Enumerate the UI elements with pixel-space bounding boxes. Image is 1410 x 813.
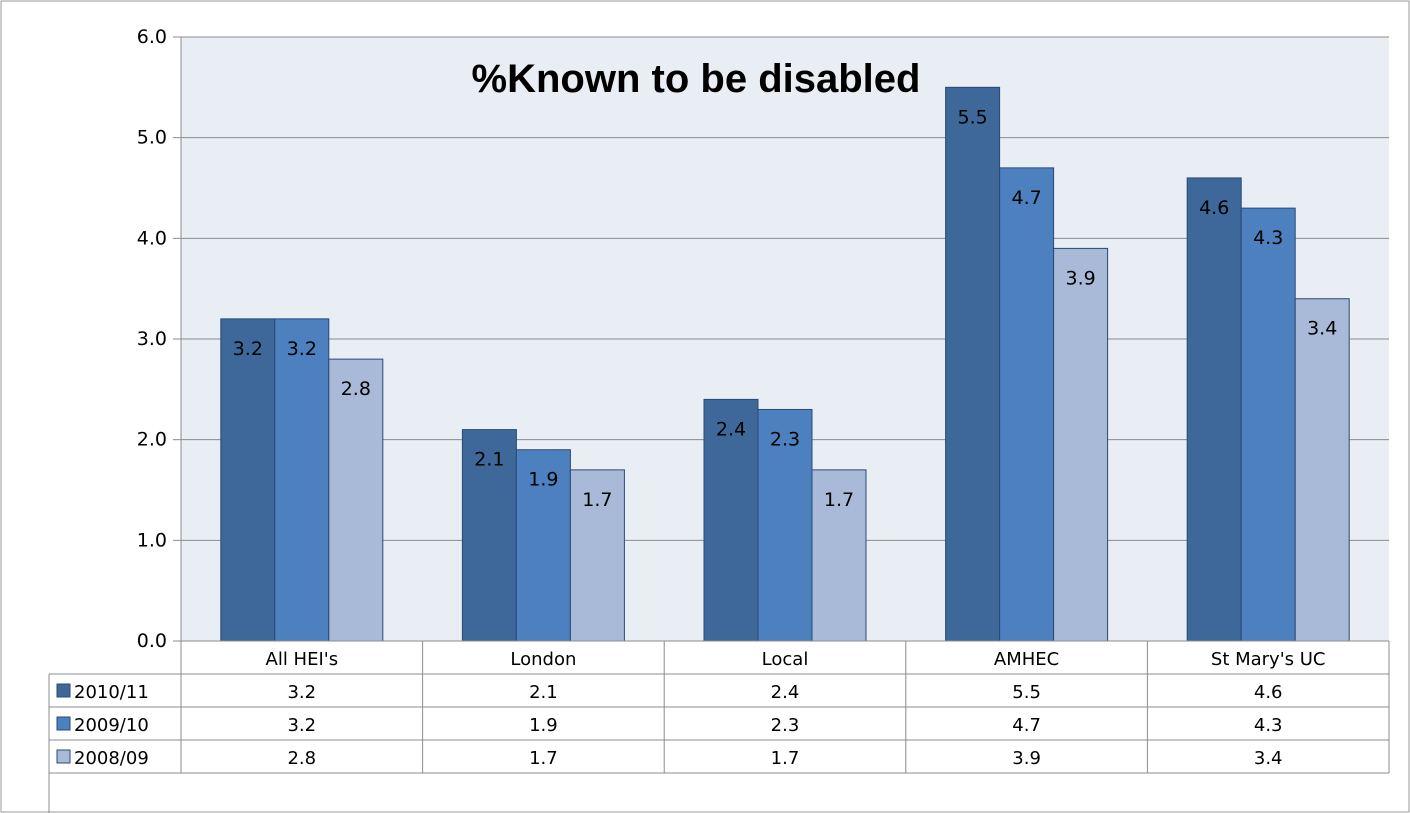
legend-label: 2009/10 [74,715,149,736]
bar [328,358,384,642]
bar [811,469,867,642]
data-label: 3.9 [1065,267,1095,289]
table-cell: 2.1 [529,682,558,703]
table-cell: 2.8 [287,748,316,769]
category-label: AMHEC [994,649,1059,670]
bar [274,318,330,642]
category-label: Local [762,649,809,670]
data-table: All HEI's London Local AMHEC St Mary's UC 201… [48,37,1390,813]
data-label: 2.4 [716,418,746,440]
data-label: 3.2 [287,338,317,360]
table-cell: 3.9 [1012,748,1041,769]
category-label: London [510,649,576,670]
bar [515,449,571,642]
category-label: St Mary's UC [1211,649,1326,670]
table-cell: 4.6 [1254,682,1283,703]
data-label: 3.4 [1307,318,1337,340]
y-tick-label: 6.0 [137,26,167,48]
bar [703,398,759,642]
y-tick-label: 0.0 [137,630,167,652]
table-cell: 2.3 [771,715,800,736]
data-label: 1.7 [582,489,612,511]
data-label: 3.2 [233,338,263,360]
bar [1240,207,1296,642]
data-label: 1.9 [528,469,558,491]
y-tick-label: 4.0 [137,227,167,249]
chart-title: %Known to be disabled [472,57,921,101]
bar [220,318,276,642]
table-cell: 2.4 [771,682,800,703]
bar [1053,247,1109,642]
table-cell: 1.7 [529,748,558,769]
bar [945,86,1001,642]
table-cell: 1.7 [771,748,800,769]
table-cell: 3.4 [1254,748,1283,769]
data-label: 4.7 [1011,187,1041,209]
legend-swatch [56,716,71,731]
legend-label: 2008/09 [74,748,149,769]
data-label: 4.6 [1199,197,1229,219]
table-cell: 4.3 [1254,715,1283,736]
data-label: 2.8 [341,378,371,400]
bar [1294,298,1350,642]
bar [569,469,625,642]
bar [999,167,1055,642]
y-tick-label: 1.0 [137,529,167,551]
table-cell: 5.5 [1012,682,1041,703]
data-label: 1.7 [824,489,854,511]
bar [757,408,813,642]
bars [220,86,1350,642]
data-label: 5.5 [957,106,987,128]
table-cell: 4.7 [1012,715,1041,736]
category-label: All HEI's [266,649,339,670]
data-label: 2.1 [474,449,504,471]
table-cell: 3.2 [287,682,316,703]
legend-swatch [56,683,71,698]
legend-label: 2010/11 [74,682,149,703]
y-tick-label: 2.0 [137,429,167,451]
y-tick-label: 3.0 [137,328,167,350]
data-label: 2.3 [770,428,800,450]
data-labels: 3.2 3.2 2.8 2.1 1.9 1.7 2.4 2.3 1.7 5.5 4.7 3.9 4.6 4… [233,106,1338,511]
y-tick-label: 5.0 [137,127,167,149]
table-cell: 1.9 [529,715,558,736]
data-label: 4.3 [1253,227,1283,249]
table-cell: 3.2 [287,715,316,736]
bar [1186,177,1242,642]
legend-swatch [56,749,71,764]
